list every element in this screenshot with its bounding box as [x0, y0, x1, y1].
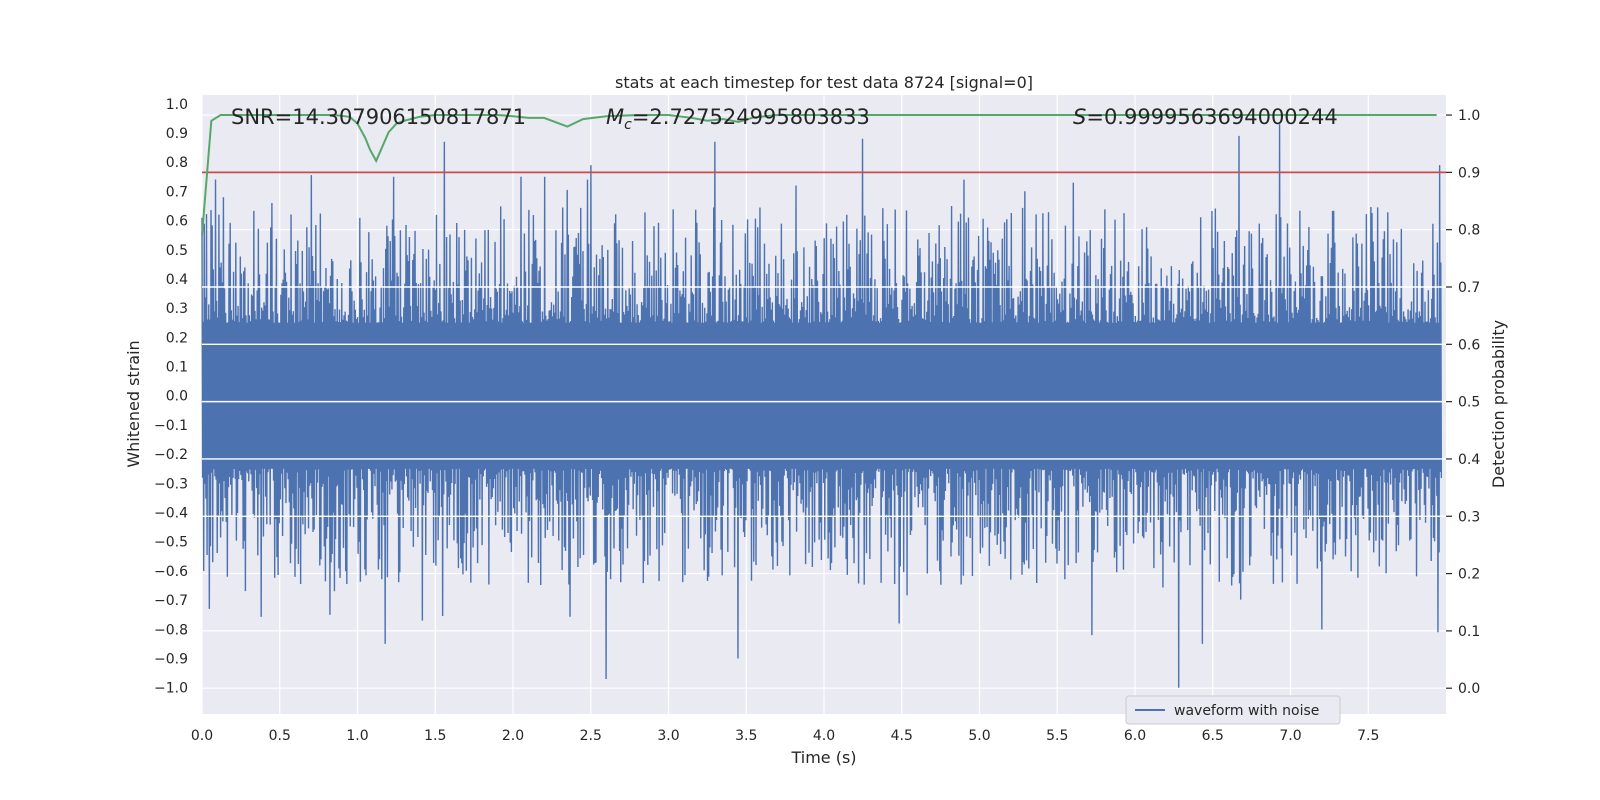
x-tick-label: 6.5 [1202, 728, 1224, 744]
y-tick-label-left: −0.1 [154, 418, 188, 434]
statistic-annotation: S=0.9999563694000244 [1073, 105, 1338, 129]
chirp-mass-symbol: M [606, 105, 624, 129]
y-tick-label-left: 0.7 [166, 184, 188, 200]
y-tick-label-left: −1.0 [154, 681, 188, 697]
x-tick-label: 2.5 [580, 728, 602, 744]
chirp-mass-value: =2.727524995803833 [632, 105, 870, 129]
x-tick-label: 5.0 [968, 728, 990, 744]
x-tick-label: 1.0 [346, 728, 368, 744]
y-tick-label-left: −0.5 [154, 535, 188, 551]
y-tick-label-right: 0.7 [1458, 280, 1480, 296]
y-tick-label-left: 0.5 [166, 243, 188, 259]
x-tick-label: 4.5 [891, 728, 913, 744]
y-tick-label-left: 0.8 [166, 155, 188, 171]
x-tick-label: 2.0 [502, 728, 524, 744]
chirp-mass-annotation: Mc=2.727524995803833 [606, 105, 870, 133]
chirp-mass-subscript: c [624, 117, 632, 133]
probability-layer [201, 114, 1437, 236]
y-tick-label-left: −0.7 [154, 593, 188, 609]
x-tick-labels: 0.0 0.5 1.0 1.5 2.0 2.5 3.0 3.5 4.0 4.5 5.0 5.5 6.0 6… [191, 728, 1380, 744]
y-tick-labels-left: 1.0 0.9 0.8 0.7 0.6 0.5 0.4 0.3 0.2 0.1 0.0 −0.1 −0.… [154, 97, 188, 697]
y-tick-label-right: 0.3 [1458, 509, 1480, 525]
snr-annotation: SNR=14.307906150817871 [231, 105, 526, 129]
x-axis-label: Time (s) [790, 748, 856, 767]
waveform-series [201, 124, 1446, 688]
waveform-line [201, 124, 1443, 688]
statistic-value: =0.9999563694000244 [1086, 105, 1337, 129]
x-tick-label: 7.0 [1279, 728, 1301, 744]
x-tick-label: 6.0 [1124, 728, 1146, 744]
y-tick-label-left: 1.0 [166, 97, 188, 113]
y-tick-label-right: 0.6 [1458, 337, 1480, 353]
x-tick-label: 0.5 [269, 728, 291, 744]
y-tick-label-left: 0.9 [166, 126, 188, 142]
chart-title: stats at each timestep for test data 872… [615, 73, 1033, 92]
y-tick-label-left: −0.3 [154, 476, 188, 492]
y-tick-label-right: 0.1 [1458, 624, 1480, 640]
y-tick-label-right: 0.8 [1458, 223, 1480, 239]
x-tick-label: 4.0 [813, 728, 835, 744]
y-tick-label-left: 0.0 [166, 389, 188, 405]
legend-label: waveform with noise [1174, 703, 1319, 719]
x-tick-label: 1.5 [424, 728, 446, 744]
y-tick-label-left: 0.4 [166, 272, 188, 288]
x-tick-label: 5.5 [1046, 728, 1068, 744]
y-tick-label-left: −0.2 [154, 447, 188, 463]
y-tick-label-left: 0.1 [166, 360, 188, 376]
x-tick-label: 3.5 [735, 728, 757, 744]
x-tick-label: 0.0 [191, 728, 213, 744]
y-tick-label-right: 0.4 [1458, 452, 1480, 468]
y-axis-label-right: Detection probability [1489, 320, 1508, 488]
y-tick-labels-right: 1.0 0.9 0.8 0.7 0.6 0.5 0.4 0.3 0.2 0.1 0.0 [1446, 108, 1480, 697]
statistic-symbol: S [1073, 105, 1086, 129]
y-tick-label-left: −0.9 [154, 652, 188, 668]
y-axis-label-left: Whitened strain [124, 340, 143, 467]
y-tick-label-left: 0.2 [166, 330, 188, 346]
legend: waveform with noise [1125, 695, 1341, 725]
y-tick-label-left: −0.6 [154, 564, 188, 580]
y-tick-label-right: 0.2 [1458, 567, 1480, 583]
legend-box [1125, 695, 1341, 725]
y-tick-label-left: −0.4 [154, 506, 188, 522]
y-tick-label-right: 0.5 [1458, 395, 1480, 411]
y-tick-label-right: 0.0 [1458, 681, 1480, 697]
y-tick-label-right: 0.9 [1458, 165, 1480, 181]
probability-line [201, 114, 1437, 236]
y-tick-label-left: 0.6 [166, 214, 188, 230]
x-tick-label: 3.0 [657, 728, 679, 744]
y-tick-label-right: 1.0 [1458, 108, 1480, 124]
x-tick-label: 7.5 [1357, 728, 1379, 744]
y-tick-label-left: 0.3 [166, 301, 188, 317]
y-tick-label-left: −0.8 [154, 622, 188, 638]
